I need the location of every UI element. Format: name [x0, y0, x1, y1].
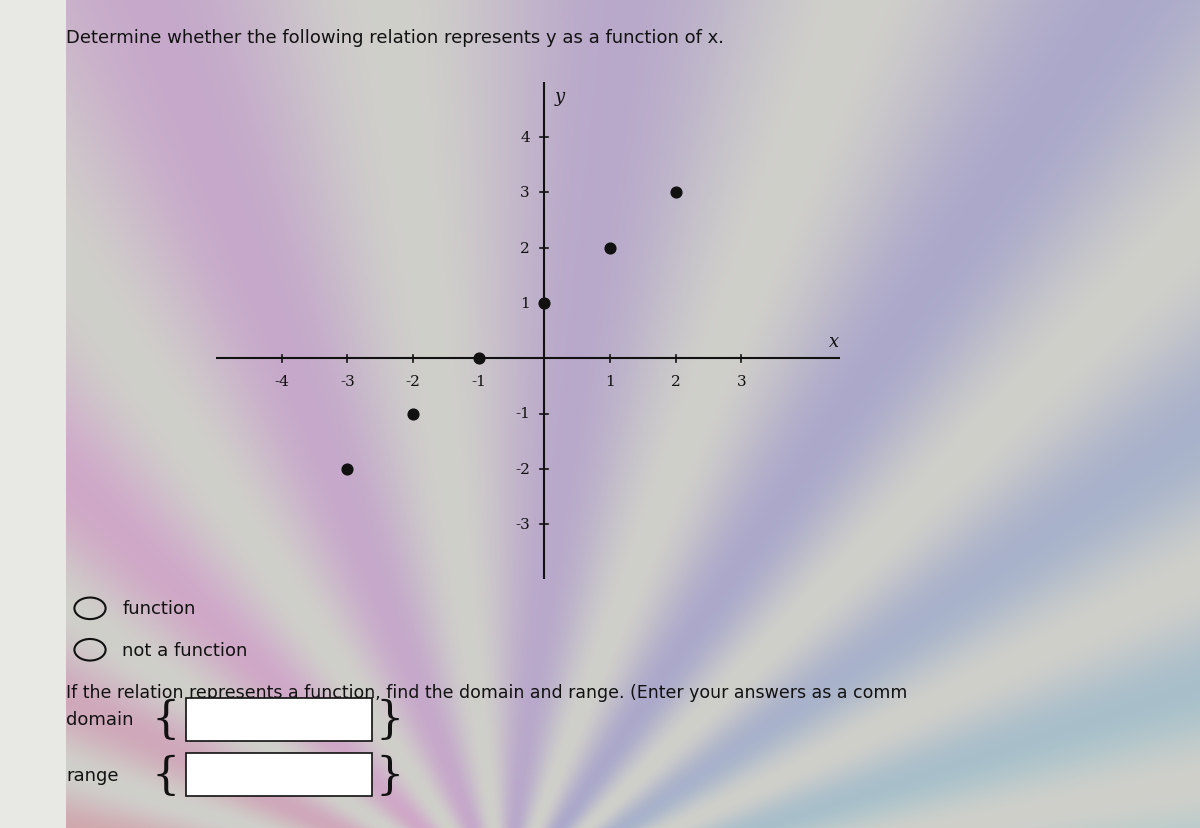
Text: 4: 4: [521, 131, 530, 145]
Text: range: range: [66, 766, 119, 784]
Text: -1: -1: [515, 407, 530, 421]
Text: -3: -3: [515, 518, 530, 532]
Point: [403, 407, 422, 421]
Text: y: y: [554, 89, 564, 106]
Text: function: function: [122, 599, 196, 618]
Text: -3: -3: [340, 374, 355, 388]
Text: domain: domain: [66, 710, 133, 729]
Point: [600, 242, 619, 255]
Text: 1: 1: [521, 296, 530, 310]
Text: If the relation represents a function, find the domain and range. (Enter your an: If the relation represents a function, f…: [66, 683, 907, 701]
Text: 3: 3: [737, 374, 746, 388]
Point: [337, 463, 356, 476]
Text: -1: -1: [472, 374, 486, 388]
Point: [535, 297, 554, 310]
Text: -2: -2: [406, 374, 420, 388]
Text: not a function: not a function: [122, 641, 247, 659]
Text: -2: -2: [515, 462, 530, 476]
Point: [666, 186, 685, 200]
Text: x: x: [828, 333, 839, 350]
Point: [469, 352, 488, 365]
Text: 2: 2: [671, 374, 680, 388]
Text: -4: -4: [275, 374, 289, 388]
Text: }: }: [376, 698, 404, 741]
Text: 1: 1: [605, 374, 614, 388]
Text: {: {: [151, 698, 180, 741]
Text: {: {: [151, 753, 180, 797]
Text: Determine whether the following relation represents y as a function of x.: Determine whether the following relation…: [66, 29, 724, 47]
Text: 2: 2: [521, 242, 530, 255]
Text: }: }: [376, 753, 404, 797]
Text: 3: 3: [521, 186, 530, 200]
